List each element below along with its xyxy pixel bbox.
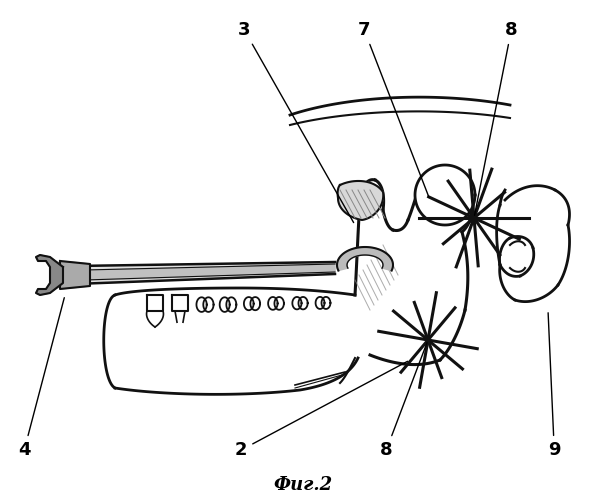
Polygon shape [290, 97, 510, 125]
Text: 2: 2 [235, 362, 408, 459]
Polygon shape [75, 262, 335, 284]
Polygon shape [337, 247, 393, 270]
Text: 3: 3 [238, 21, 354, 222]
Polygon shape [496, 186, 570, 302]
Text: 4: 4 [18, 298, 64, 459]
Polygon shape [415, 165, 475, 225]
Text: 8: 8 [380, 342, 427, 459]
Polygon shape [104, 288, 358, 395]
Polygon shape [338, 181, 383, 220]
Text: 7: 7 [358, 21, 429, 198]
Text: 9: 9 [548, 313, 561, 459]
Text: 8: 8 [474, 21, 518, 216]
Polygon shape [355, 168, 473, 364]
Polygon shape [60, 261, 90, 289]
Polygon shape [85, 264, 335, 280]
Text: Фиг.2: Фиг.2 [273, 476, 333, 494]
Polygon shape [36, 255, 63, 295]
